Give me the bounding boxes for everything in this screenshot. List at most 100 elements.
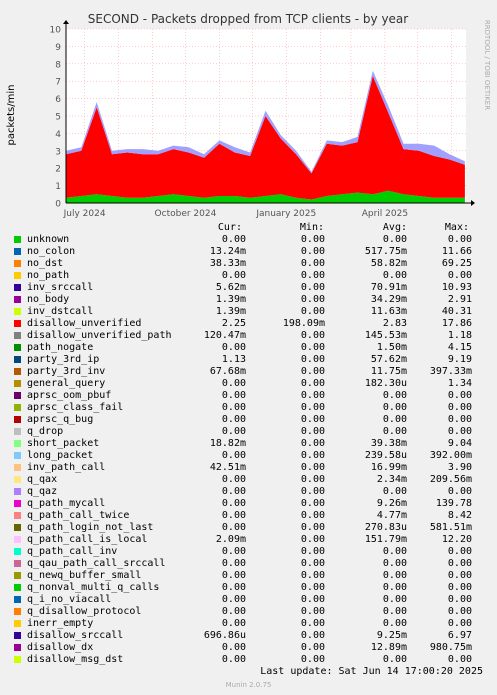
- legend-row-disallow_unverified: disallow_unverified 2.25 198.09m 2.83 17.86: [0, 318, 497, 330]
- legend-swatch: [14, 296, 21, 303]
- legend-cur-value: 0.00: [221, 582, 246, 593]
- legend-min-value: 0.00: [300, 378, 325, 389]
- legend-row-q_path_call_twice: q_path_call_twice 0.00 0.00 4.77m 8.42: [0, 510, 497, 522]
- legend-avg-value: 0.00: [382, 414, 407, 425]
- legend-cur-value: 0.00: [221, 510, 246, 521]
- y-tick-label: 0: [55, 200, 61, 210]
- legend-swatch: [14, 236, 21, 243]
- legend-name: q_qax: [27, 474, 58, 485]
- legend-avg-value: 0.00: [382, 618, 407, 629]
- legend-min-value: 0.00: [300, 462, 325, 473]
- legend-avg-value: 145.53m: [364, 330, 407, 341]
- x-tick-labels: July 2024 October 2024 January 2025 April 2…: [63, 209, 408, 219]
- legend-max-value: 69.25: [441, 258, 472, 269]
- legend-min-value: 0.00: [300, 594, 325, 605]
- legend-swatch: [14, 560, 21, 567]
- legend-cur-value: 0.00: [221, 390, 246, 401]
- legend-max-value: 0.00: [447, 618, 472, 629]
- legend-max-value: 0.00: [447, 426, 472, 437]
- x-tick-label: October 2024: [155, 209, 217, 219]
- legend-avg-value: 517.75m: [364, 246, 407, 257]
- legend-swatch: [14, 644, 21, 651]
- legend-cur-value: 18.82m: [209, 438, 246, 449]
- legend-avg-value: 2.83: [382, 318, 407, 329]
- legend-name: q_qaz: [27, 486, 58, 497]
- legend-min-value: 0.00: [300, 258, 325, 269]
- legend-max-value: 0.00: [447, 558, 472, 569]
- legend-row-disallow_srccall: disallow_srccall 696.86u 0.00 9.25m 6.97: [0, 630, 497, 642]
- legend-swatch: [14, 344, 21, 351]
- legend-name: disallow_msg_dst: [27, 654, 124, 665]
- legend-name: inv_dstcall: [27, 306, 94, 317]
- legend-avg-value: 11.63m: [370, 306, 407, 317]
- legend-cur-value: 0.00: [221, 642, 246, 653]
- legend-cur-value: 0.00: [221, 426, 246, 437]
- legend-avg-value: 12.89m: [370, 642, 407, 653]
- y-axis-arrow: [63, 20, 69, 24]
- legend-row-short_packet: short_packet 18.82m 0.00 39.38m 9.04: [0, 438, 497, 450]
- legend-max-value: 4.15: [447, 342, 472, 353]
- legend-swatch: [14, 524, 21, 531]
- x-tick-label: April 2025: [362, 209, 408, 219]
- legend-name: aprsc_class_fail: [27, 402, 124, 413]
- legend-row-no_body: no_body 1.39m 0.00 34.29m 2.91: [0, 294, 497, 306]
- legend-header-cur: Cur:: [217, 222, 242, 233]
- legend-avg-value: 0.00: [382, 402, 407, 413]
- legend-max-value: 0.00: [447, 546, 472, 557]
- legend-min-value: 0.00: [300, 342, 325, 353]
- legend-max-value: 6.97: [447, 630, 472, 641]
- legend-cur-value: 1.39m: [215, 294, 246, 305]
- legend-swatch: [14, 476, 21, 483]
- legend-header: Cur: Min: Avg: Max:: [0, 222, 497, 234]
- legend-max-value: 17.86: [441, 318, 472, 329]
- legend-name: q_qau_path_call_srccall: [27, 558, 166, 569]
- legend-swatch: [14, 500, 21, 507]
- legend-name: no_body: [27, 294, 70, 305]
- legend-avg-value: 34.29m: [370, 294, 407, 305]
- legend-name: disallow_unverified_path: [27, 330, 172, 341]
- series-areas: [66, 70, 465, 203]
- series-area-disallow_unverified: [66, 76, 465, 200]
- series-area-no_colon: [66, 190, 465, 203]
- legend-avg-value: 57.62m: [370, 354, 407, 365]
- legend-row-disallow_dx: disallow_dx 0.00 0.00 12.89m 980.75m: [0, 642, 497, 654]
- legend-name: no_path: [27, 270, 70, 281]
- legend-max-value: 0.00: [447, 390, 472, 401]
- legend-max-value: 40.31: [441, 306, 472, 317]
- legend-cur-value: 5.62m: [215, 282, 246, 293]
- legend-min-value: 0.00: [300, 306, 325, 317]
- legend-row-q_path_mycall: q_path_mycall 0.00 0.00 9.26m 139.78: [0, 498, 497, 510]
- legend-swatch: [14, 368, 21, 375]
- legend-cur-value: 0.00: [221, 450, 246, 461]
- legend-name: inv_path_call: [27, 462, 106, 473]
- legend-name: disallow_unverified: [27, 318, 142, 329]
- legend-min-value: 0.00: [300, 558, 325, 569]
- last-update: Last update: Sat Jun 14 17:00:20 2025: [260, 666, 483, 677]
- chart-title: SECOND - Packets dropped from TCP client…: [88, 12, 409, 26]
- legend-cur-value: 0.00: [221, 594, 246, 605]
- x-tick-label: January 2025: [255, 209, 316, 219]
- legend-max-value: 0.00: [447, 594, 472, 605]
- y-tick-label: 5: [55, 113, 61, 123]
- legend-cur-value: 0.00: [221, 486, 246, 497]
- legend-header-avg: Avg:: [382, 222, 407, 233]
- legend-swatch: [14, 308, 21, 315]
- legend-max-value: 0.00: [447, 486, 472, 497]
- legend-name: q_path_call_is_local: [27, 534, 148, 545]
- legend-cur-value: 0.00: [221, 570, 246, 581]
- legend-swatch: [14, 512, 21, 519]
- legend-swatch: [14, 452, 21, 459]
- legend-cur-value: 0.00: [221, 270, 246, 281]
- legend-avg-value: 9.26m: [376, 498, 407, 509]
- legend-avg-value: 151.79m: [364, 534, 407, 545]
- legend-cur-value: 0.00: [221, 234, 246, 245]
- legend-row-q_qau_path_call_srccall: q_qau_path_call_srccall 0.00 0.00 0.00 0.00: [0, 558, 497, 570]
- legend-swatch: [14, 440, 21, 447]
- legend-swatch: [14, 356, 21, 363]
- y-tick-label: 4: [55, 130, 61, 140]
- legend-name: q_disallow_protocol: [27, 606, 142, 617]
- legend-swatch: [14, 260, 21, 267]
- legend-min-value: 0.00: [300, 294, 325, 305]
- legend-name: disallow_srccall: [27, 630, 124, 641]
- legend-name: q_drop: [27, 426, 64, 437]
